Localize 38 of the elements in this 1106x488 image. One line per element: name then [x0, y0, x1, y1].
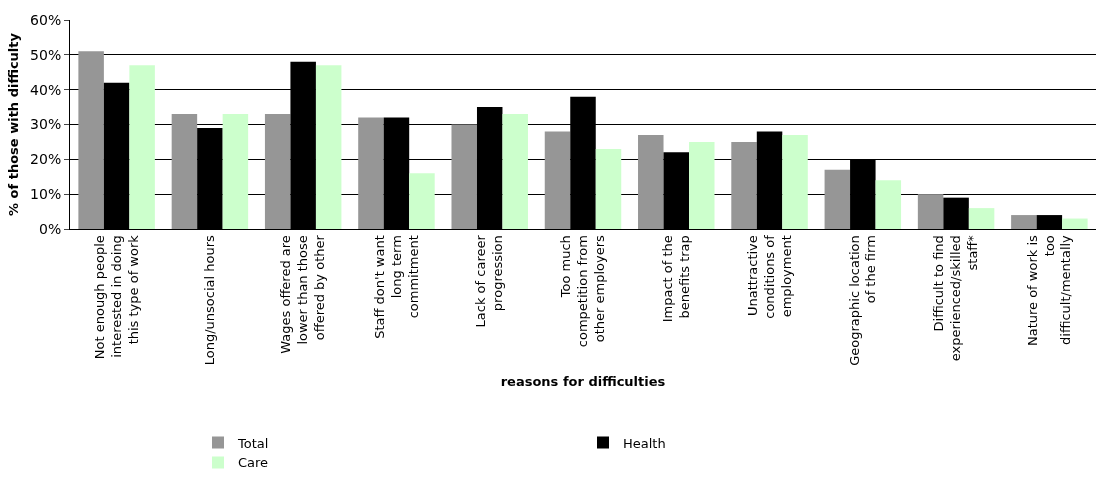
y-axis-title: % of those with difficulty	[6, 32, 22, 216]
bar	[315, 65, 342, 229]
bar	[358, 117, 384, 229]
bar	[917, 194, 944, 229]
x-axis-title: reasons for difficulties	[500, 374, 666, 390]
y-tick-label: 60%	[30, 11, 62, 28]
bar	[171, 114, 198, 229]
bar	[968, 208, 995, 229]
bar	[264, 114, 291, 229]
bar	[78, 51, 104, 229]
bar	[544, 131, 571, 229]
bar	[222, 114, 249, 229]
legend-label: Total	[237, 435, 269, 451]
bar	[824, 169, 851, 229]
y-tick-label: 40%	[30, 81, 62, 98]
bar	[875, 180, 902, 229]
bar	[502, 114, 528, 229]
bar	[731, 141, 757, 229]
bar	[1062, 218, 1088, 229]
bar	[595, 148, 622, 229]
bar	[129, 65, 155, 229]
x-tick-label: Long/unsocial hours	[202, 234, 218, 366]
legend-label: Health	[623, 435, 666, 451]
bar	[689, 141, 715, 229]
bar	[409, 173, 435, 229]
y-tick-label: 50%	[30, 46, 62, 63]
bar	[638, 134, 664, 229]
bar	[451, 124, 477, 229]
y-tick-label: 30%	[30, 116, 62, 133]
bar	[782, 134, 808, 229]
x-tick-label: Not enough people interested in doing this type of work	[91, 234, 141, 360]
x-tick-label: Wages offered are lower than those offered by other	[278, 234, 328, 354]
legend-label: Care	[238, 455, 269, 471]
x-tick-label: Difficult to find experienced/skilled staff*	[931, 234, 981, 362]
y-tick-label: 10%	[30, 186, 62, 203]
bar	[1011, 215, 1037, 229]
y-tick-label: 20%	[30, 151, 62, 168]
y-tick-label: 0%	[38, 220, 62, 237]
